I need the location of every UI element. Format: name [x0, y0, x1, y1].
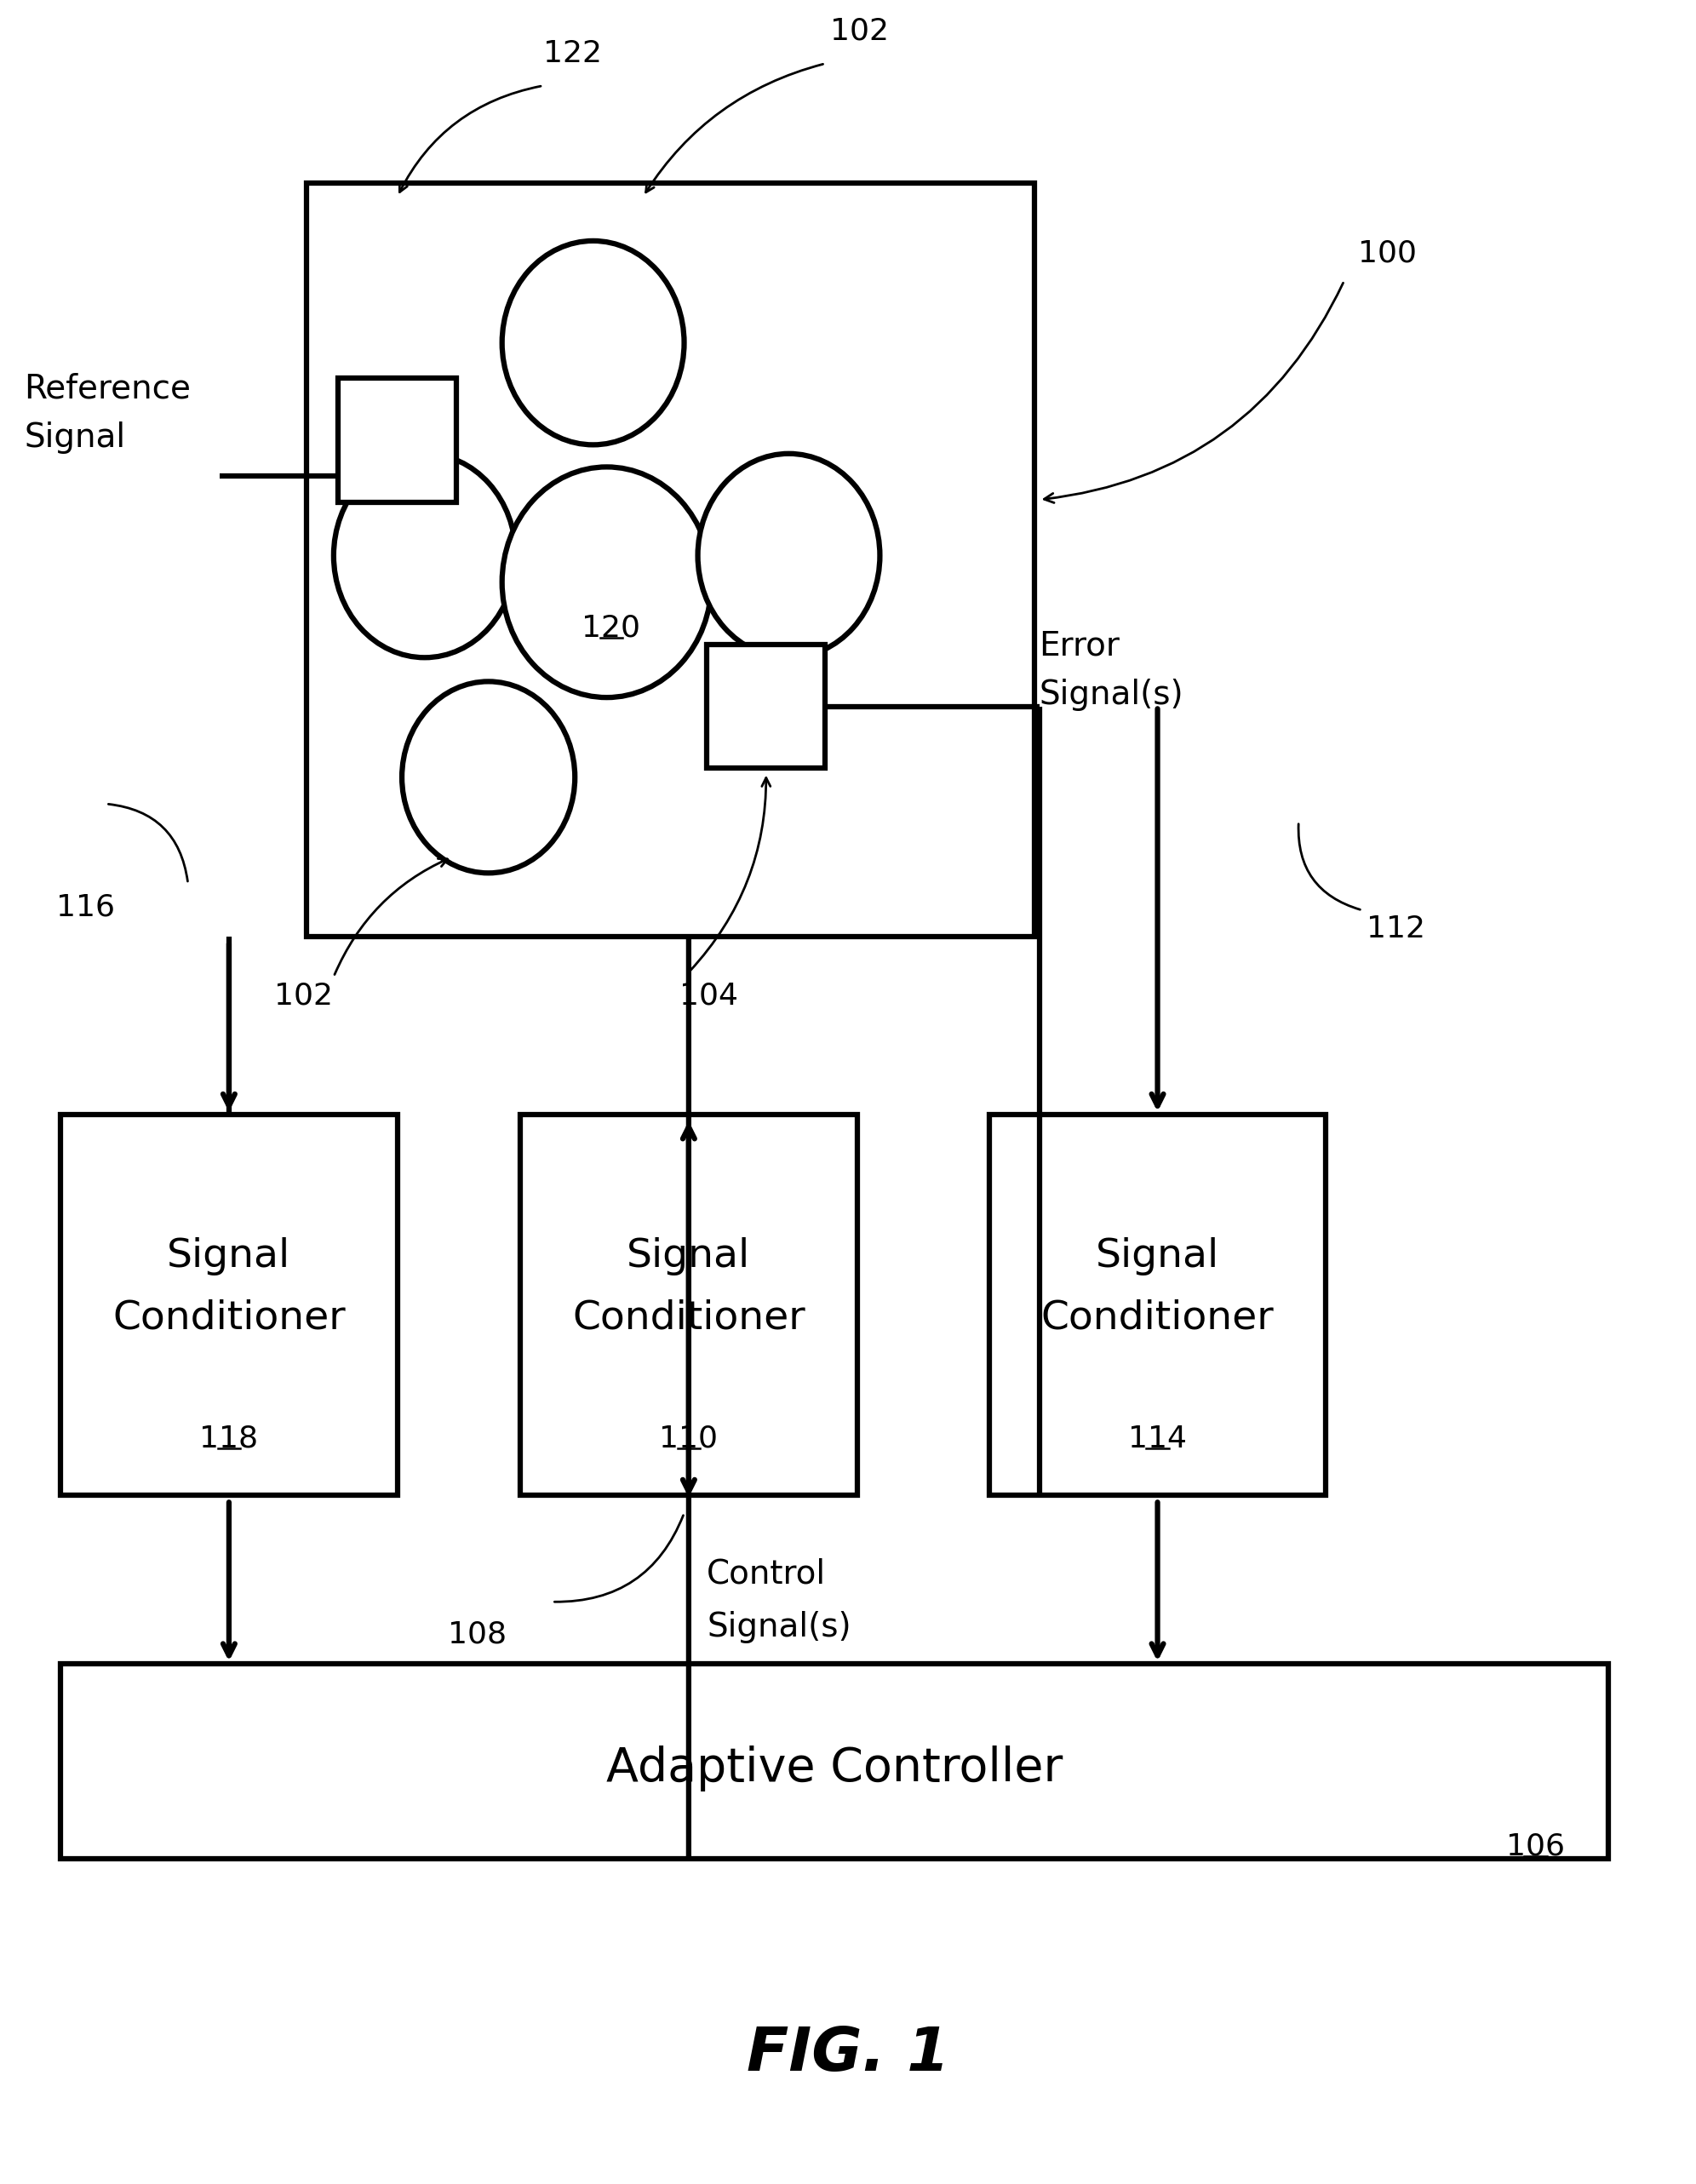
Text: Conditioner: Conditioner — [1041, 1299, 1274, 1337]
Text: Conditioner: Conditioner — [112, 1299, 346, 1337]
Bar — [307, 183, 1035, 937]
Text: 120: 120 — [582, 614, 641, 642]
Text: 104: 104 — [680, 981, 738, 1011]
Text: Signal: Signal — [168, 1236, 290, 1275]
Ellipse shape — [402, 681, 575, 874]
Text: Signal: Signal — [628, 1236, 750, 1275]
Text: Conditioner: Conditioner — [572, 1299, 806, 1337]
Bar — [989, 1114, 1326, 1496]
Text: 112: 112 — [1367, 915, 1426, 943]
Text: Signal: Signal — [24, 422, 126, 454]
Text: 122: 122 — [543, 39, 602, 68]
Bar — [707, 644, 826, 769]
Ellipse shape — [502, 240, 683, 446]
Text: Signal(s): Signal(s) — [707, 1610, 851, 1642]
Bar — [61, 1664, 1608, 1859]
Ellipse shape — [697, 454, 880, 657]
Ellipse shape — [502, 467, 711, 697]
Text: Reference: Reference — [24, 373, 192, 404]
Text: Error: Error — [1040, 629, 1119, 662]
Text: 106: 106 — [1506, 1832, 1565, 1861]
Bar — [338, 378, 456, 502]
Ellipse shape — [334, 454, 516, 657]
Text: 110: 110 — [660, 1424, 717, 1452]
Text: 116: 116 — [56, 893, 115, 922]
Text: FIG. 1: FIG. 1 — [746, 2025, 950, 2084]
Text: 114: 114 — [1128, 1424, 1187, 1452]
Bar — [61, 1114, 397, 1496]
Text: Adaptive Controller: Adaptive Controller — [605, 1745, 1063, 1791]
Text: Signal(s): Signal(s) — [1040, 679, 1184, 710]
Text: 100: 100 — [1358, 238, 1416, 266]
Text: 102: 102 — [275, 981, 332, 1011]
Text: 118: 118 — [200, 1424, 258, 1452]
Text: Signal: Signal — [1096, 1236, 1219, 1275]
Text: Control: Control — [707, 1557, 826, 1590]
Bar — [521, 1114, 856, 1496]
Text: 102: 102 — [829, 17, 889, 46]
Text: 108: 108 — [448, 1621, 507, 1649]
